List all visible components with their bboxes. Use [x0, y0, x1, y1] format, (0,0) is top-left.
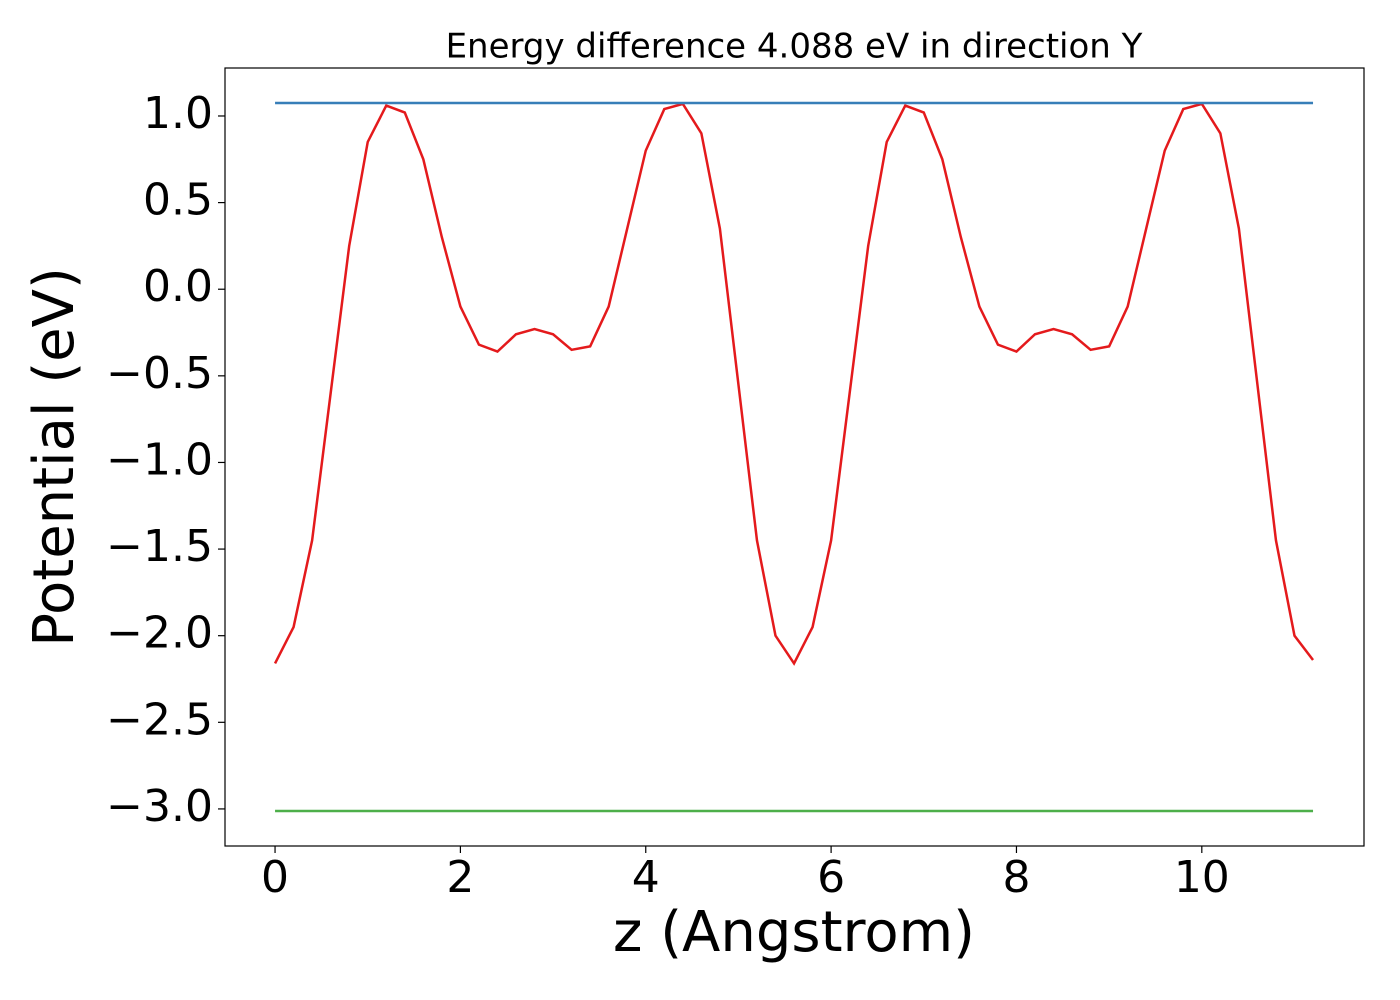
chart-title: Energy difference 4.088 eV in direction … — [446, 27, 1143, 67]
y-tick-label: −0.5 — [106, 348, 213, 399]
x-tick-label: 0 — [261, 852, 289, 903]
y-tick-label: 1.0 — [143, 88, 213, 139]
x-tick-label: 8 — [1002, 852, 1030, 903]
x-tick-label: 2 — [446, 852, 474, 903]
x-axis-label: z (Angstrom) — [613, 900, 975, 965]
plot-frame — [224, 67, 1365, 847]
y-tick-label: −2.0 — [106, 608, 213, 659]
series-line — [273, 102, 1315, 666]
x-tick-label: 10 — [1174, 852, 1230, 903]
y-axis-label: Potential (eV) — [22, 267, 87, 647]
y-tick-label: −1.0 — [106, 434, 213, 485]
x-tick-label: 4 — [632, 852, 660, 903]
y-tick-label: 0.0 — [143, 261, 213, 312]
y-tick-label: −1.5 — [106, 521, 213, 572]
y-tick-label: 0.5 — [143, 175, 213, 226]
y-tick-label: −2.5 — [106, 694, 213, 745]
y-tick-label: −3.0 — [106, 781, 213, 832]
x-tick-label: 6 — [817, 852, 845, 903]
